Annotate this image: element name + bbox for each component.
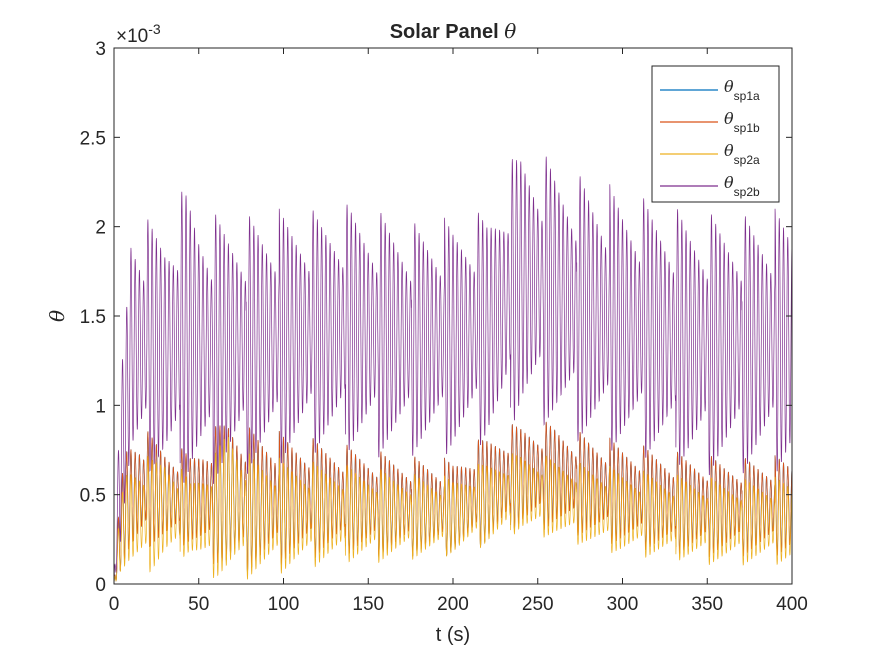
y-tick-label-6: 3 — [95, 39, 106, 60]
legend-label-sp1a: θsp1a — [724, 77, 760, 103]
series-layer — [113, 156, 793, 585]
series-line-sp2b — [113, 156, 793, 585]
legend-sub-sp1b: sp1b — [734, 121, 760, 135]
y-axis-label: θ — [45, 310, 69, 322]
legend-symbol-sp2a: θ — [724, 141, 734, 160]
x-axis-label: t (s) — [436, 624, 470, 646]
y-tick-label-3: 1.5 — [80, 307, 106, 328]
x-tick-label-3: 150 — [352, 594, 384, 615]
chart-title-symbol: θ — [504, 19, 516, 43]
x-tick-label-7: 350 — [691, 594, 723, 615]
x-tick-label-2: 100 — [268, 594, 300, 615]
y-tick-label-5: 2.5 — [80, 128, 106, 149]
x-ticks: 0 50 100 150 200 250 300 350 400 — [109, 48, 808, 615]
y-tick-label-4: 2 — [95, 218, 106, 239]
legend-label-sp2b: θsp2b — [724, 173, 760, 199]
chart-title-text: Solar Panel — [390, 21, 505, 43]
series-line-sp2a — [113, 436, 793, 585]
legend-symbol-sp1a: θ — [724, 77, 734, 96]
chart-title: Solar Panel θ — [390, 19, 517, 43]
x-tick-label-8: 400 — [776, 594, 808, 615]
legend-label-sp1b: θsp1b — [724, 109, 760, 135]
x-tick-label-0: 0 — [109, 594, 120, 615]
y-exponent-power: -3 — [148, 21, 161, 37]
x-tick-label-6: 300 — [607, 594, 639, 615]
legend-sub-sp1a: sp1a — [734, 89, 760, 103]
y-exponent-label: ×10-3 — [116, 21, 161, 47]
legend-label-sp2a: θsp2a — [724, 141, 760, 167]
legend-symbol-sp1b: θ — [724, 109, 734, 128]
legend-sub-sp2b: sp2b — [734, 185, 760, 199]
legend-sub-sp2a: sp2a — [734, 153, 760, 167]
y-tick-label-0: 0 — [95, 575, 106, 596]
legend-symbol-sp2b: θ — [724, 173, 734, 192]
y-tick-label-1: 0.5 — [80, 486, 106, 507]
y-tick-label-2: 1 — [95, 396, 106, 417]
x-tick-label-5: 250 — [522, 594, 554, 615]
y-ticks: 0 0.5 1 1.5 2 2.5 3 — [80, 39, 792, 596]
y-exponent-base: ×10 — [116, 26, 148, 47]
x-tick-label-1: 50 — [188, 594, 209, 615]
legend-box — [651, 65, 780, 203]
x-tick-label-4: 200 — [437, 594, 469, 615]
